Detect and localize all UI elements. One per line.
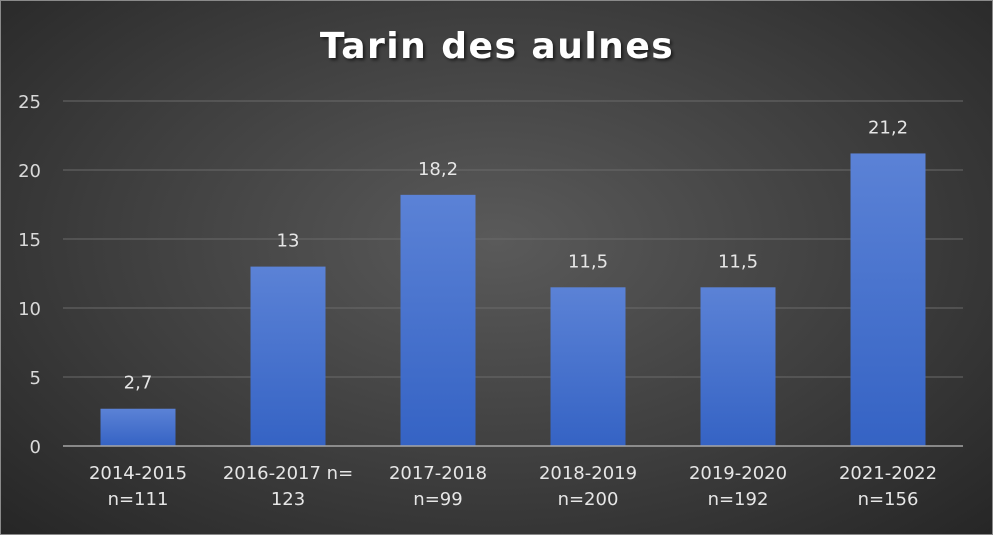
- data-label: 11,5: [568, 251, 608, 272]
- bar: [550, 287, 626, 446]
- bar: [400, 194, 476, 446]
- x-axis-category-labels: 2014-2015 n=111 2016-2017 n= 123 2017-2018 n=…: [89, 463, 937, 510]
- bars: [100, 153, 926, 446]
- x-category-label: 2021-2022 n=156: [839, 463, 937, 510]
- data-label: 21,2: [868, 117, 908, 138]
- data-label: 13: [277, 231, 300, 252]
- y-tick-label: 10: [18, 299, 41, 320]
- bar: [850, 153, 926, 446]
- data-label: 18,2: [418, 159, 458, 180]
- x-category-label: 2017-2018 n=99: [389, 463, 487, 510]
- y-tick-label: 5: [30, 368, 41, 389]
- data-labels: 2,7 13 18,2 11,5 11,5 21,2: [124, 117, 908, 393]
- x-category-label: 2019-2020 n=192: [689, 463, 787, 510]
- y-tick-label: 25: [18, 92, 41, 113]
- y-tick-label: 20: [18, 161, 41, 182]
- bar: [100, 408, 176, 446]
- y-tick-label: 0: [30, 437, 41, 458]
- chart-title: Tarin des aulnes: [320, 26, 674, 67]
- data-label: 11,5: [718, 251, 758, 272]
- y-tick-label: 15: [18, 230, 41, 251]
- data-label: 2,7: [124, 373, 153, 394]
- bar: [250, 266, 326, 446]
- x-category-label: 2018-2019 n=200: [539, 463, 637, 510]
- x-category-label: 2016-2017 n= 123: [223, 463, 353, 510]
- bar: [700, 287, 776, 446]
- gridlines: [63, 100, 963, 378]
- x-category-label: 2014-2015 n=111: [89, 463, 187, 510]
- y-axis-tick-labels: 0 5 10 15 20 25: [18, 92, 41, 458]
